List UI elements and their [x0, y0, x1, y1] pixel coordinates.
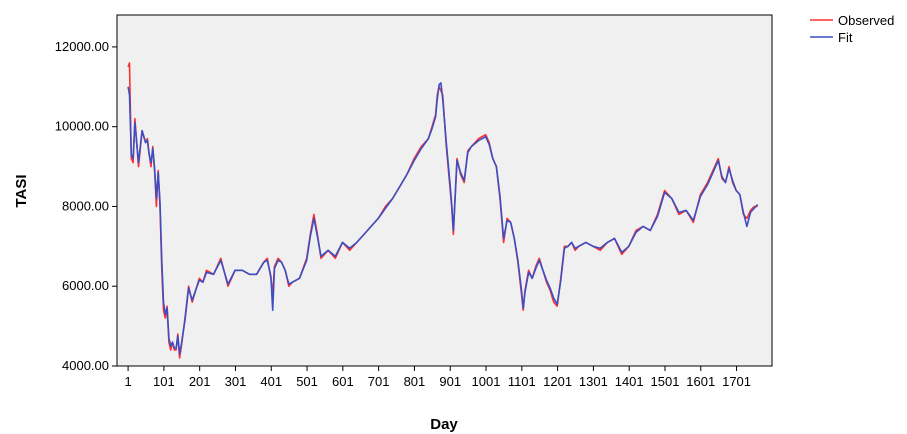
x-tick-label: 401	[260, 374, 282, 389]
x-tick-label: 1201	[543, 374, 572, 389]
x-tick-label: 301	[225, 374, 247, 389]
x-tick-label: 1301	[579, 374, 608, 389]
x-tick-label: 101	[153, 374, 175, 389]
x-tick-label: 1101	[508, 374, 536, 389]
x-tick-label: 201	[189, 374, 211, 389]
y-axis: 4000.00 6000.00 8000.00 10000.00 12000.00	[55, 39, 117, 373]
x-tick-label: 601	[332, 374, 354, 389]
y-tick-label: 4000.00	[62, 358, 109, 373]
x-tick-label: 1601	[686, 374, 715, 389]
y-axis-title: TASI	[13, 174, 30, 207]
x-tick-label: 801	[404, 374, 426, 389]
x-tick-label: 1701	[722, 374, 751, 389]
x-tick-label: 1001	[472, 374, 501, 389]
plot-area	[116, 14, 773, 367]
legend-label-observed: Observed	[838, 13, 894, 28]
x-tick-label: 1501	[651, 374, 680, 389]
series-layer	[127, 62, 759, 359]
x-tick-label: 1401	[615, 374, 644, 389]
legend-label-fit: Fit	[838, 30, 853, 45]
y-tick-label: 10000.00	[55, 119, 109, 134]
x-tick-label: 1	[124, 374, 131, 389]
series-line-fit	[127, 82, 759, 355]
x-axis-title: Day	[430, 416, 458, 433]
x-tick-label: 901	[439, 374, 461, 389]
x-tick-label: 701	[368, 374, 390, 389]
x-tick-label: 501	[296, 374, 318, 389]
y-tick-label: 12000.00	[55, 39, 109, 54]
y-tick-label: 6000.00	[62, 278, 109, 293]
x-axis: 1 101 201 301 401 501 601 701 801 901 1001 1101 1201…	[124, 366, 751, 389]
y-tick-label: 8000.00	[62, 198, 109, 213]
legend: Observed Fit	[810, 13, 894, 45]
